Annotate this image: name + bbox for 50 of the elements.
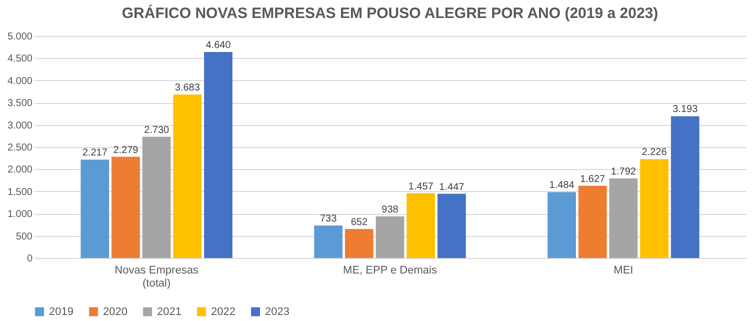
- bar: [314, 225, 343, 258]
- bar: [173, 94, 202, 258]
- legend-label: 2021: [157, 306, 182, 318]
- bar: [142, 136, 171, 258]
- x-tick-label: Novas Empresas (total): [114, 264, 199, 290]
- data-label: 733: [320, 213, 338, 224]
- bar: [376, 216, 404, 258]
- bar: [609, 178, 638, 258]
- y-tick-label: 2.500: [7, 142, 33, 154]
- data-label: 938: [382, 204, 399, 216]
- chart-title: GRÁFICO NOVAS EMPRESAS EM POUSO ALEGRE POR ANO (2019 a 2023): [122, 4, 658, 22]
- y-tick-label: 2.000: [7, 164, 33, 176]
- data-label: 2.217: [82, 148, 108, 159]
- y-tick-label: 500: [16, 231, 33, 242]
- data-label: 1.457: [408, 181, 434, 192]
- bar: [437, 194, 466, 258]
- y-tick-label: 1.500: [7, 186, 33, 198]
- x-tick-label: ME, EPP e Demais: [343, 264, 438, 276]
- data-label: 2.226: [642, 147, 668, 158]
- y-tick-label: 0: [26, 254, 33, 264]
- data-label: 1.447: [439, 182, 465, 193]
- data-label: 652: [350, 217, 368, 228]
- data-label: 3.193: [672, 104, 698, 116]
- data-label: 2.730: [144, 124, 170, 136]
- bar: [204, 52, 232, 258]
- y-tick-label: 3.000: [7, 120, 33, 132]
- data-label: 3.683: [174, 82, 200, 94]
- bar: [578, 186, 607, 258]
- data-label: 1.792: [610, 166, 636, 178]
- legend-label: 2020: [103, 306, 128, 318]
- bar: [670, 116, 700, 258]
- data-label: 1.484: [549, 180, 575, 192]
- y-tick-label: 5.000: [7, 32, 33, 42]
- legend-label: 2019: [49, 306, 74, 318]
- legend-label: 2023: [265, 306, 290, 318]
- y-tick-label: 3.500: [7, 98, 33, 110]
- y-tick-label: 1.000: [7, 209, 33, 220]
- data-label: 4.640: [206, 40, 232, 51]
- bar: [640, 159, 668, 258]
- bar: [80, 160, 110, 258]
- data-label: 1.627: [580, 174, 606, 185]
- bar: [344, 229, 374, 258]
- y-tick-label: 4.500: [7, 54, 33, 65]
- data-label: 2.279: [113, 144, 139, 156]
- y-tick-label: 4.000: [7, 76, 33, 87]
- bar: [548, 192, 576, 258]
- bar: [406, 193, 436, 258]
- x-tick-label: MEI: [614, 264, 634, 276]
- bar: [112, 156, 140, 258]
- legend-label: 2022: [211, 306, 236, 318]
